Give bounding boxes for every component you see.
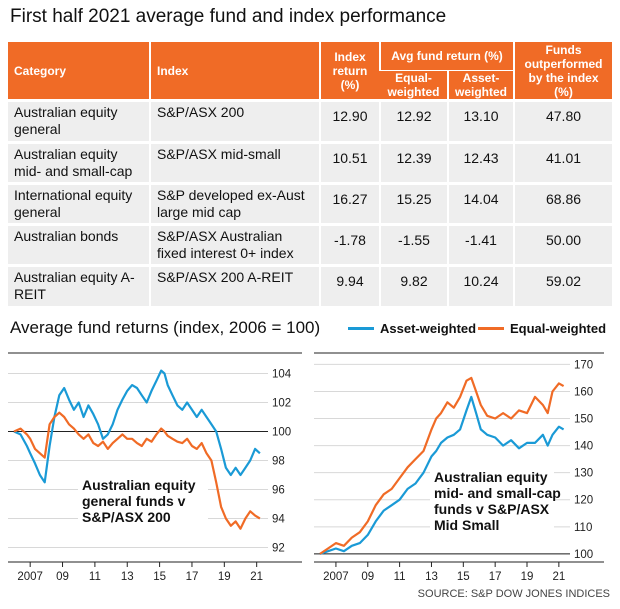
cell-index: S&P/ASX 200 A-REIT [149, 264, 320, 306]
cell-equal-weighted: 12.92 [379, 99, 448, 143]
x-tick-label: 2007 [323, 571, 349, 583]
cell-index-return: 12.90 [319, 99, 380, 143]
header-asset-weighted: Asset-weighted [446, 70, 515, 101]
cell-category: Australian equity A-REIT [8, 264, 150, 306]
header-index-return: Index return (%) [319, 42, 380, 101]
chart-midsmall: 100 110 120 130 140 150 160 170 2007 09 11 13 15 17 19… [314, 352, 604, 583]
cell-index-return: 16.27 [319, 182, 380, 225]
header-category: Category [8, 42, 150, 101]
x-tick-label: 21 [552, 571, 565, 583]
x-tick-label: 15 [457, 571, 470, 583]
performance-table: Category Index Index return (%) Avg fund… [8, 42, 613, 306]
y-tick-label: 150 [574, 414, 593, 426]
cell-equal-weighted: -1.55 [379, 223, 448, 266]
legend-label-asset: Asset-weighted [380, 321, 477, 336]
legend-equal-weighted: Equal-weighted [478, 321, 606, 336]
series-line-equal-weighted [319, 376, 565, 555]
chart-asx200: 92 94 96 98 100 102 104 2007 09 11 13 15 17 19 21 Austr… [8, 352, 302, 583]
series-line-asset-weighted [319, 395, 565, 555]
y-tick-label: 96 [272, 485, 285, 497]
x-tick-label: 11 [394, 571, 406, 583]
x-tick-label: 09 [56, 571, 69, 583]
cell-index: S&P/ASX 200 [149, 99, 320, 143]
legend-swatch-asset [348, 327, 374, 330]
chart-annotation: Australian equity mid- and small-cap funds… [434, 469, 561, 533]
cell-funds-outperformed: 47.80 [513, 99, 613, 143]
table-row: Australian equity mid- and small-cap S&P/… [8, 141, 613, 184]
x-tick-label: 13 [425, 571, 438, 583]
table-row: Australian bonds S&P/ASX Australian fixed… [8, 223, 613, 266]
series-line-asset-weighted [13, 369, 261, 484]
legend-label-equal: Equal-weighted [510, 321, 607, 336]
cell-funds-outperformed: 50.00 [513, 223, 613, 266]
y-tick-label: 140 [574, 441, 593, 453]
x-tick-label: 17 [186, 571, 199, 583]
y-tick-label: 130 [574, 468, 593, 480]
cell-asset-weighted: -1.41 [446, 223, 515, 266]
cell-index-return: -1.78 [319, 223, 380, 266]
x-tick-label: 21 [250, 571, 263, 583]
cell-index: S&P/ASX Australian fixed interest 0+ ind… [149, 223, 320, 266]
legend-asset-weighted: Asset-weighted [348, 321, 476, 336]
cell-asset-weighted: 12.43 [446, 141, 515, 184]
y-tick-label: 160 [574, 386, 593, 398]
cell-funds-outperformed: 59.02 [513, 264, 613, 306]
x-tick-label: 15 [153, 571, 166, 583]
x-tick-label: 19 [218, 571, 231, 583]
chart-annotation: Australian equity general funds v S&P/ASX … [82, 477, 196, 525]
table-row: Australian equity A-REIT S&P/ASX 200 A-RE… [8, 264, 613, 306]
cell-category: Australian equity general [8, 99, 150, 143]
header-funds-outperformed: Funds outperformed by the index (%) [513, 42, 613, 101]
cell-category: International equity general [8, 182, 150, 225]
cell-index-return: 9.94 [319, 264, 380, 306]
y-tick-label: 120 [574, 495, 593, 507]
cell-asset-weighted: 10.24 [446, 264, 515, 306]
cell-equal-weighted: 15.25 [379, 182, 448, 225]
cell-funds-outperformed: 41.01 [513, 141, 613, 184]
page-title: First half 2021 average fund and index p… [10, 6, 447, 27]
y-tick-label: 92 [272, 543, 285, 555]
header-avg-fund-return: Avg fund return (%) [378, 42, 515, 71]
header-equal-weighted: Equal-weighted [380, 70, 448, 101]
header-index: Index [149, 42, 320, 101]
annotation-background [430, 466, 554, 536]
cell-category: Australian equity mid- and small-cap [8, 141, 150, 184]
cell-asset-weighted: 14.04 [446, 182, 515, 225]
cell-equal-weighted: 12.39 [379, 141, 448, 184]
table-row: International equity general S&P develope… [8, 182, 613, 225]
source-note: SOURCE: S&P DOW JONES INDICES [417, 588, 610, 600]
y-tick-label: 100 [574, 549, 593, 561]
table-row: Australian equity general S&P/ASX 200 12.9… [8, 99, 613, 143]
x-tick-label: 09 [361, 571, 374, 583]
annotation-background [78, 474, 208, 528]
cell-asset-weighted: 13.10 [446, 99, 515, 143]
cell-index: S&P developed ex-Aust large mid cap [149, 182, 320, 225]
series-line-equal-weighted [13, 411, 261, 530]
x-tick-label: 19 [521, 571, 534, 583]
y-tick-label: 100 [272, 427, 291, 439]
x-tick-label: 11 [89, 571, 101, 583]
chart-subtitle: Average fund returns (index, 2006 = 100) [10, 318, 321, 337]
x-tick-label: 13 [121, 571, 134, 583]
x-tick-label: 17 [489, 571, 502, 583]
y-tick-label: 102 [272, 398, 291, 410]
y-tick-label: 98 [272, 456, 285, 468]
y-tick-label: 104 [272, 369, 292, 381]
cell-equal-weighted: 9.82 [379, 264, 448, 306]
x-tick-label: 2007 [17, 571, 43, 583]
y-tick-label: 170 [574, 359, 593, 371]
cell-funds-outperformed: 68.86 [513, 182, 613, 225]
legend-swatch-equal [478, 327, 504, 330]
y-tick-label: 110 [574, 522, 592, 534]
cell-index: S&P/ASX mid-small [149, 141, 320, 184]
cell-index-return: 10.51 [319, 141, 380, 184]
cell-category: Australian bonds [8, 223, 150, 266]
y-tick-label: 94 [272, 514, 285, 526]
